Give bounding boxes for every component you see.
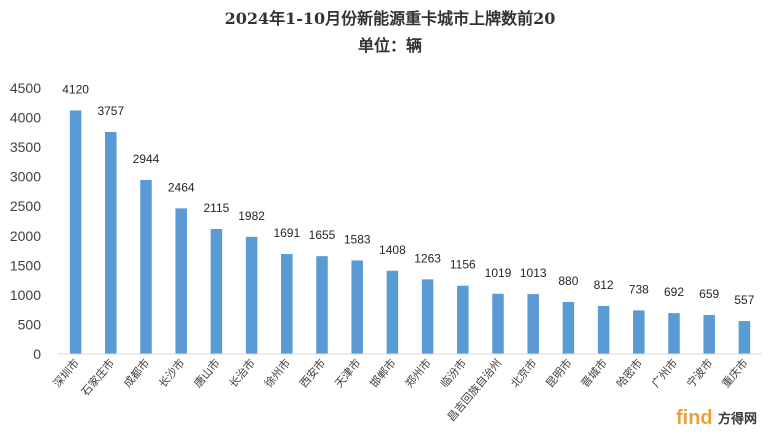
x-tick-label: 唐山市 xyxy=(191,356,223,390)
data-label: 1019 xyxy=(485,266,512,280)
bars-group xyxy=(69,110,751,354)
watermark-logo: find 方得网 xyxy=(676,407,757,429)
data-label: 1156 xyxy=(450,258,476,272)
x-tick-label: 哈密市 xyxy=(613,356,645,390)
data-label: 1655 xyxy=(309,228,336,242)
y-tick-label: 2000 xyxy=(10,228,41,244)
data-label: 659 xyxy=(699,287,719,301)
y-tick-label: 4000 xyxy=(10,110,41,126)
data-label: 1982 xyxy=(238,209,265,223)
x-tick-label: 临汾市 xyxy=(437,356,469,390)
bar xyxy=(69,110,82,354)
bar xyxy=(597,306,610,354)
chart-title: 2024年1-10月份新能源重卡城市上牌数前20 xyxy=(225,9,556,28)
bar xyxy=(457,285,469,354)
bar xyxy=(281,254,293,354)
chart-subtitle: 单位：辆 xyxy=(358,36,422,55)
y-tick-label: 1000 xyxy=(10,287,41,303)
data-label: 557 xyxy=(734,293,754,307)
x-tick-label: 郑州市 xyxy=(402,356,434,390)
bar xyxy=(105,131,117,354)
bar xyxy=(351,260,363,354)
y-tick-label: 3000 xyxy=(10,169,41,185)
y-tick-label: 3500 xyxy=(10,139,41,155)
bar xyxy=(316,256,328,354)
y-tick-label: 1500 xyxy=(10,257,41,273)
bar xyxy=(421,279,434,354)
watermark-text: find xyxy=(676,407,713,429)
bar xyxy=(738,321,751,354)
bar xyxy=(140,179,152,354)
bar xyxy=(245,236,258,354)
bar xyxy=(492,293,504,354)
bar xyxy=(633,310,645,354)
data-label: 2944 xyxy=(133,152,160,166)
data-label: 4120 xyxy=(62,82,89,96)
data-label: 692 xyxy=(664,285,684,299)
bar xyxy=(703,315,715,354)
bar xyxy=(175,208,187,354)
x-tick-label: 晋城市 xyxy=(578,356,610,390)
data-labels-group: 4120 3757 2944 2464 2115 1982 1691 1655 1583 1408… xyxy=(62,82,754,307)
y-tick-label: 4500 xyxy=(10,80,41,96)
x-tick-label: 长沙市 xyxy=(156,356,188,390)
x-tick-label: 宁波市 xyxy=(684,356,716,390)
y-tick-label: 2500 xyxy=(10,198,41,214)
bar xyxy=(210,228,223,354)
data-label: 1691 xyxy=(273,226,300,240)
x-tick-label: 邯郸市 xyxy=(367,356,399,390)
x-tick-label: 广州市 xyxy=(648,356,680,390)
bar xyxy=(386,270,399,354)
x-tick-label: 重庆市 xyxy=(719,356,751,390)
x-tick-label: 深圳市 xyxy=(50,356,82,390)
data-label: 1263 xyxy=(414,251,441,265)
data-label: 1408 xyxy=(379,243,406,257)
data-label: 3757 xyxy=(97,104,124,118)
x-tick-label: 天津市 xyxy=(332,356,364,390)
x-tick-label: 徐州市 xyxy=(261,356,293,390)
x-tick-label: 昆明市 xyxy=(543,356,575,390)
x-tick-label: 长治市 xyxy=(226,356,258,390)
data-label: 812 xyxy=(594,278,614,292)
y-axis: 0 500 1000 1500 2000 2500 3000 3500 4000 4500 xyxy=(10,80,41,362)
bar xyxy=(562,301,575,354)
bar xyxy=(527,294,539,354)
y-tick-label: 500 xyxy=(18,316,42,332)
data-label: 1013 xyxy=(520,266,547,280)
data-label: 2115 xyxy=(203,201,229,215)
x-tick-label: 成都市 xyxy=(120,356,152,390)
data-label: 738 xyxy=(629,282,649,296)
x-tick-label: 北京市 xyxy=(508,356,540,390)
y-tick-label: 0 xyxy=(33,346,41,362)
bar xyxy=(668,313,680,354)
data-label: 2464 xyxy=(168,180,195,194)
watermark-suffix: 方得网 xyxy=(718,411,757,427)
x-tick-label: 石家庄市 xyxy=(78,356,117,399)
x-tick-label: 西安市 xyxy=(296,356,328,390)
data-label: 880 xyxy=(558,274,578,288)
data-label: 1583 xyxy=(344,232,371,246)
